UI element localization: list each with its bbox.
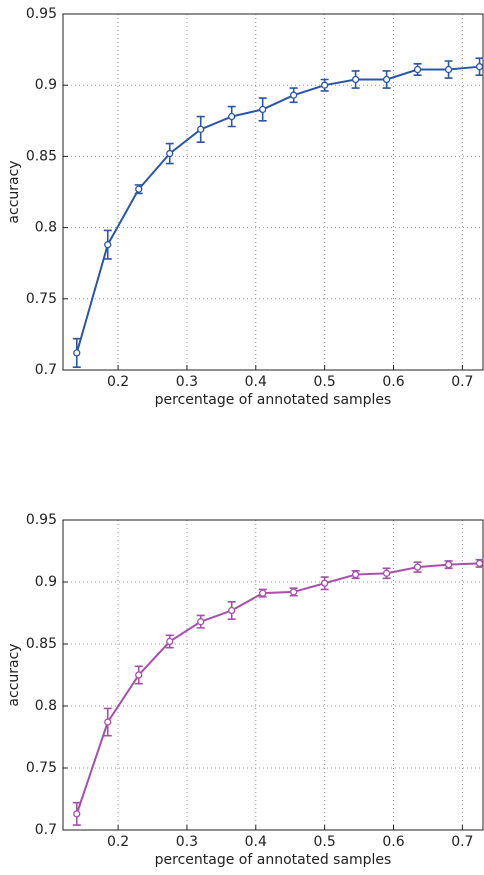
point xyxy=(228,112,236,121)
point xyxy=(104,718,112,726)
point xyxy=(197,618,205,626)
point xyxy=(413,65,422,74)
x-tick-label: 0.6 xyxy=(382,374,404,390)
x-tick-label: 0.7 xyxy=(451,374,473,390)
y-tick-label: 0.85 xyxy=(26,636,57,652)
point xyxy=(73,349,81,357)
y-tick-label: 0.8 xyxy=(35,698,57,714)
point xyxy=(444,65,453,74)
point xyxy=(259,105,267,114)
x-tick-label: 0.4 xyxy=(245,374,267,390)
point xyxy=(413,563,422,571)
point xyxy=(259,589,267,597)
point xyxy=(320,81,329,89)
point xyxy=(351,570,360,579)
x-tick-label: 0.3 xyxy=(176,374,198,390)
x-tick-label: 0.2 xyxy=(107,834,129,850)
point xyxy=(444,560,453,569)
x-tick-label: 0.5 xyxy=(314,834,336,850)
point xyxy=(320,579,329,587)
point xyxy=(228,606,236,615)
plot-frame xyxy=(62,13,484,371)
x-tick-label: 0.7 xyxy=(451,834,473,850)
y-tick-label: 0.9 xyxy=(35,574,57,590)
y-axis-title: accuracy xyxy=(6,160,22,223)
y-tick-label: 0.75 xyxy=(26,291,57,307)
point xyxy=(73,810,81,818)
series-line xyxy=(75,65,480,354)
x-axis-title: percentage of annotated samples xyxy=(155,852,392,868)
point xyxy=(135,185,143,193)
point xyxy=(351,75,360,84)
point xyxy=(166,637,174,646)
y-tick-label: 0.7 xyxy=(35,362,57,378)
y-tick-label: 0.7 xyxy=(35,822,57,838)
point xyxy=(166,149,174,158)
y-tick-label: 0.9 xyxy=(35,77,57,93)
point xyxy=(475,63,484,71)
point xyxy=(290,91,298,99)
point xyxy=(197,125,205,133)
x-axis-title: percentage of annotated samples xyxy=(155,392,392,408)
x-tick-label: 0.5 xyxy=(314,374,336,390)
point xyxy=(135,671,143,679)
point xyxy=(382,569,391,577)
y-tick-label: 0.75 xyxy=(26,760,57,776)
series-line xyxy=(75,562,480,815)
y-tick-label: 0.8 xyxy=(35,220,57,236)
plot-frame xyxy=(62,519,484,831)
point xyxy=(104,241,112,249)
y-axis-title: accuracy xyxy=(6,643,22,706)
y-tick-label: 0.95 xyxy=(26,6,57,22)
y-tick-label: 0.85 xyxy=(26,148,57,164)
x-tick-label: 0.4 xyxy=(245,834,267,850)
point xyxy=(382,75,391,84)
x-tick-label: 0.2 xyxy=(107,374,129,390)
x-tick-label: 0.3 xyxy=(176,834,198,850)
point xyxy=(290,588,298,596)
point xyxy=(475,559,484,568)
y-tick-label: 0.95 xyxy=(26,512,57,528)
x-tick-label: 0.6 xyxy=(382,834,404,850)
